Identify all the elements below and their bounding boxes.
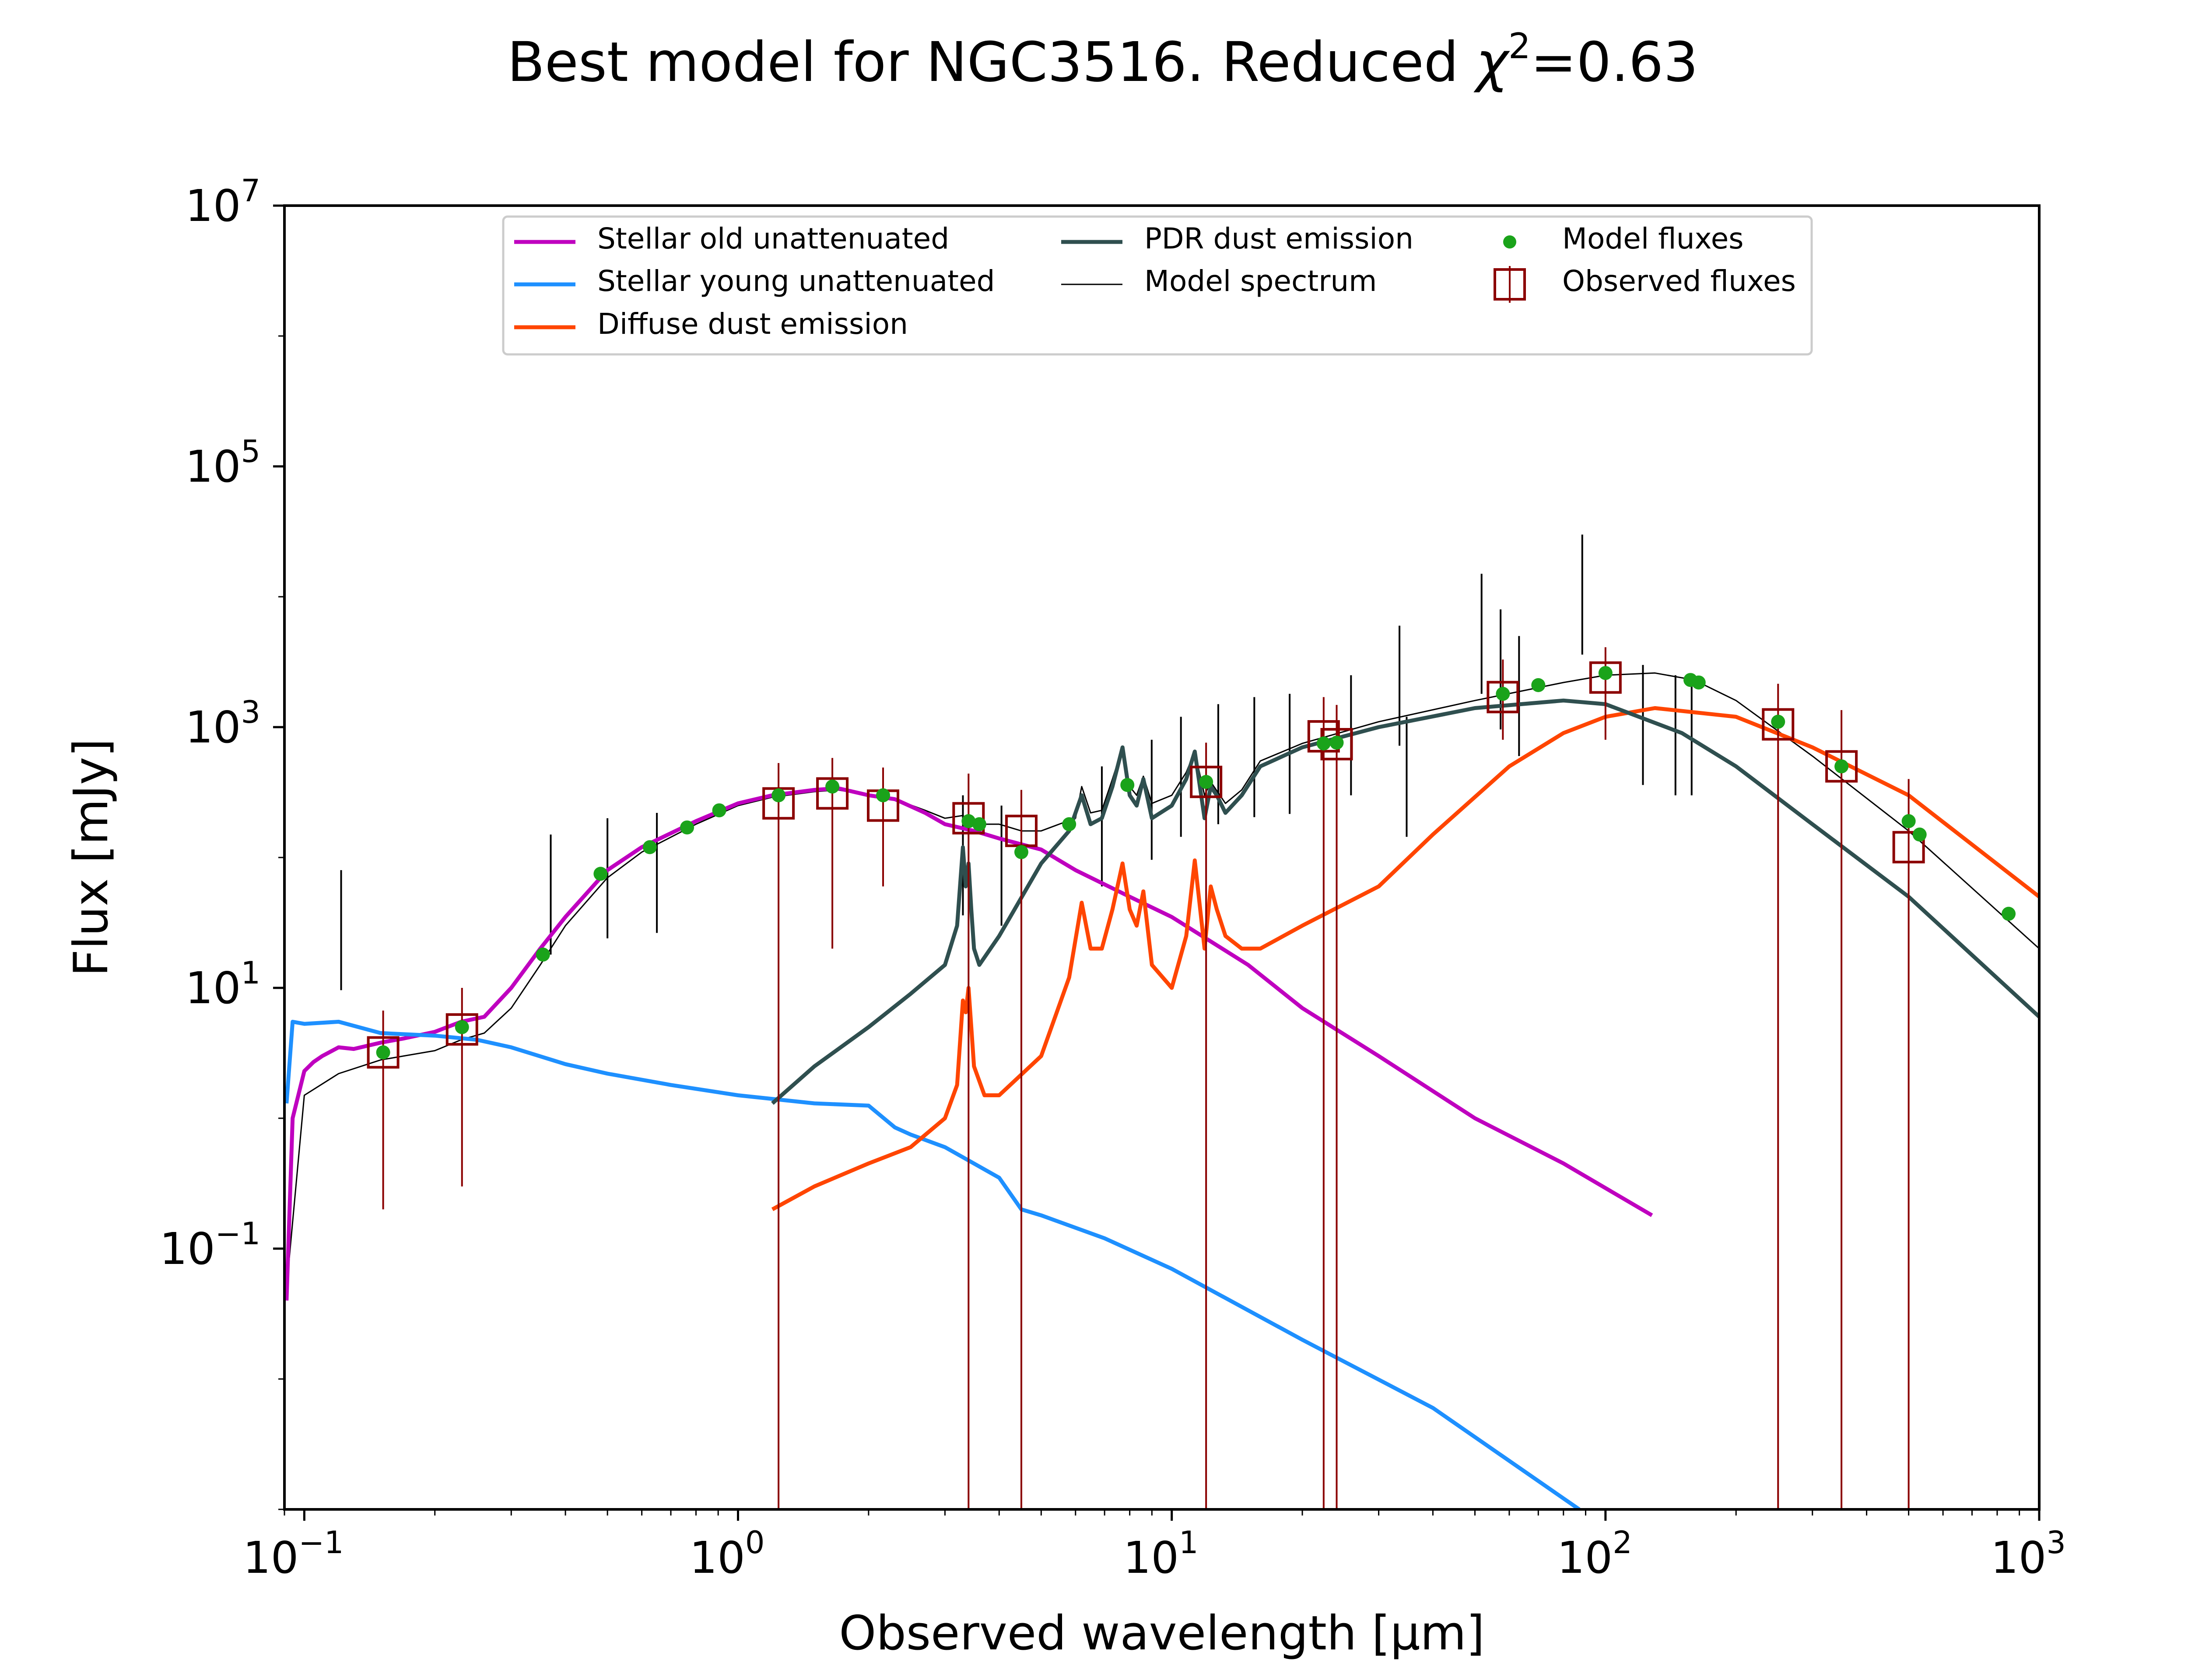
model-flux-point <box>593 867 608 881</box>
model-flux-point <box>712 803 726 818</box>
x-tick-label: 100 <box>690 1525 765 1583</box>
y-tick-exponent: 7 <box>241 173 260 209</box>
series-diffuse-dust-emission <box>771 706 2039 1211</box>
model-flux-point <box>1014 845 1028 859</box>
x-tick-exponent: 2 <box>1613 1525 1632 1561</box>
legend-label-stellar-old: Stellar old unattenuated <box>597 222 949 256</box>
observed-flux-point <box>1487 681 1519 714</box>
legend-label-diffuse-dust: Diffuse dust emission <box>597 307 908 341</box>
observed-flux-point <box>1825 750 1858 783</box>
y-tick-label: 101 <box>185 955 260 1014</box>
x-tick-exponent: −1 <box>298 1525 344 1561</box>
observed-flux-point <box>1589 661 1622 694</box>
model-flux-point <box>876 788 891 802</box>
observed-flux-point <box>445 1013 478 1046</box>
x-tick-exponent: 1 <box>1179 1525 1199 1561</box>
series-pdr-dust-emission <box>771 698 2039 1105</box>
model-flux-point <box>1912 827 1927 842</box>
x-tick-base: 10 <box>243 1532 298 1583</box>
legend-marker-model-fluxes <box>1503 235 1516 248</box>
y-tick-base: 10 <box>160 1223 215 1274</box>
x-tick-exponent: 0 <box>745 1525 765 1561</box>
series-stellar-young-unattenuated <box>284 1019 1581 1509</box>
x-tick-base: 10 <box>1557 1532 1613 1583</box>
title-prefix: Best model for NGC3516. Reduced <box>507 31 1476 94</box>
legend-label-model-fluxes: Model fluxes <box>1562 222 1744 256</box>
model-flux-point <box>771 788 786 802</box>
y-tick-exponent: 1 <box>241 955 260 991</box>
model-flux-point <box>2002 906 2016 921</box>
legend: Stellar old unattenuated Stellar young u… <box>502 215 1813 356</box>
observed-flux-point <box>1892 831 1925 864</box>
model-flux-point <box>376 1045 390 1060</box>
title-superscript: 2 <box>1508 26 1531 66</box>
model-flux-point <box>1199 775 1213 789</box>
model-flux-point <box>1901 814 1916 828</box>
model-flux-point <box>680 820 694 835</box>
x-tick-label: 103 <box>1991 1525 2066 1583</box>
model-flux-point <box>1496 686 1510 701</box>
legend-frame <box>502 215 1813 356</box>
y-tick-exponent: 5 <box>241 434 260 469</box>
y-tick-label: 107 <box>185 173 260 231</box>
model-flux-point <box>1531 678 1546 692</box>
legend-label-observed-fluxes: Observed fluxes <box>1562 264 1796 298</box>
model-flux-point <box>961 814 976 828</box>
model-flux-point <box>825 779 840 794</box>
x-tick-label: 10−1 <box>243 1525 344 1583</box>
x-tick-base: 10 <box>1991 1532 2046 1583</box>
observed-flux-point <box>816 777 849 810</box>
model-flux-point <box>1598 666 1613 680</box>
x-tick-label: 101 <box>1123 1525 1199 1583</box>
series-layer <box>284 534 2039 1509</box>
chart-title: Best model for NGC3516. Reduced χ2=0.63 <box>507 26 1698 94</box>
legend-label-pdr-dust: PDR dust emission <box>1144 222 1413 256</box>
observed-flux-point <box>1762 708 1795 741</box>
plot-frame <box>283 204 2041 1511</box>
model-flux-point <box>1316 736 1331 751</box>
model-flux-point <box>1329 735 1344 750</box>
title-suffix: =0.63 <box>1531 31 1698 94</box>
x-tick-label: 102 <box>1557 1525 1632 1583</box>
y-tick-base: 10 <box>185 441 241 492</box>
model-flux-point <box>972 817 986 831</box>
legend-marker-observed-fluxes <box>1494 268 1526 301</box>
legend-label-stellar-young: Stellar young unattenuated <box>597 264 995 298</box>
legend-label-model-spectrum: Model spectrum <box>1144 264 1377 298</box>
model-flux-point <box>1771 714 1785 729</box>
model-flux-point <box>455 1020 469 1034</box>
model-flux-point <box>1062 817 1076 831</box>
observed-flux-point <box>1190 766 1223 798</box>
title-chi-symbol: χ <box>1473 31 1510 94</box>
y-tick-base: 10 <box>185 180 241 231</box>
y-axis-label: Flux [mJy] <box>64 738 119 976</box>
observed-flux-point <box>367 1036 400 1069</box>
model-flux-point <box>1120 778 1135 792</box>
model-flux-point <box>536 947 550 962</box>
y-tick-exponent: 3 <box>241 694 260 730</box>
y-tick-base: 10 <box>185 702 241 753</box>
model-flux-point <box>1834 759 1849 774</box>
x-tick-base: 10 <box>690 1532 745 1583</box>
x-tick-base: 10 <box>1123 1532 1179 1583</box>
y-tick-exponent: −1 <box>215 1216 260 1252</box>
y-tick-label: 103 <box>185 694 260 753</box>
x-axis-label: Observed wavelength [μm] <box>839 1606 1485 1661</box>
y-tick-base: 10 <box>185 962 241 1014</box>
y-tick-label: 105 <box>185 434 260 492</box>
model-flux-point <box>1691 675 1706 690</box>
series-stellar-old-unattenuated <box>284 786 1653 1301</box>
y-tick-label: 10−1 <box>160 1216 260 1274</box>
model-flux-point <box>642 840 657 854</box>
x-tick-exponent: 3 <box>2046 1525 2066 1561</box>
observed-flux-point <box>952 802 985 835</box>
